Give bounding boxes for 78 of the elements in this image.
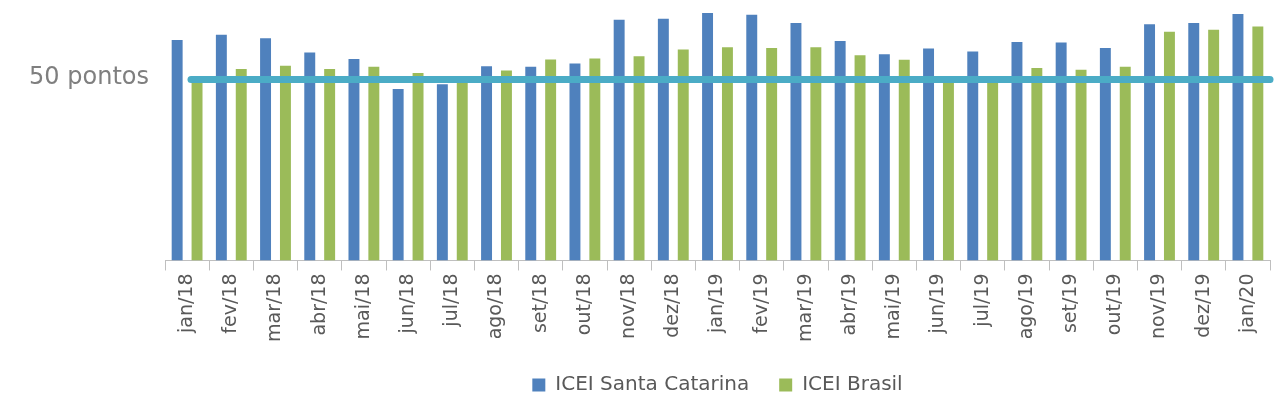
bar: [942, 80, 954, 261]
x-tick-label: fev/18: [218, 273, 241, 334]
bar: [348, 59, 360, 261]
x-tick-label: abr/19: [837, 273, 860, 336]
x-tick-label: jul/19: [969, 273, 992, 328]
bar: [456, 80, 468, 261]
bar: [525, 66, 537, 261]
bar: [1208, 29, 1220, 261]
bar: [545, 59, 557, 261]
bar: [854, 55, 866, 261]
bar: [766, 47, 778, 261]
x-tick-label: fev/19: [748, 273, 771, 334]
x-tick-label: jan/19: [704, 273, 727, 335]
bar: [1075, 69, 1087, 261]
x-tick-label: set/19: [1058, 273, 1081, 334]
bar: [481, 66, 493, 261]
bar: [810, 47, 822, 261]
bar: [1119, 66, 1131, 261]
x-tick-label: mar/18: [262, 273, 285, 343]
bar: [746, 14, 758, 261]
x-tick-label: ago/19: [1013, 273, 1036, 340]
bar: [1144, 24, 1156, 261]
x-tick-label: out/19: [1102, 273, 1125, 336]
bar: [790, 22, 802, 261]
bar: [324, 68, 336, 261]
bar: [702, 13, 714, 261]
bar: [923, 48, 935, 261]
x-tick-label: jan/20: [1234, 273, 1257, 335]
bar: [1031, 67, 1043, 261]
bar: [235, 68, 247, 261]
ref-line-label: 50 pontos: [29, 61, 149, 90]
bar: [191, 81, 203, 261]
x-tick-label: nov/19: [1146, 273, 1169, 339]
bar: [677, 49, 689, 261]
bar: [1232, 13, 1244, 261]
bar: [1011, 41, 1023, 261]
x-tick-label: mai/18: [350, 273, 373, 340]
x-tick-label: ago/18: [483, 273, 506, 340]
bar: [436, 84, 448, 261]
legend-label: ICEI Brasil: [802, 371, 903, 396]
bar: [1099, 47, 1111, 261]
bar: [569, 63, 581, 261]
bar: [613, 19, 625, 261]
bar: [368, 66, 380, 261]
bar: [260, 38, 272, 261]
bar: [987, 81, 999, 261]
bar: [633, 56, 645, 261]
bar: [171, 39, 183, 261]
bar: [1252, 26, 1264, 261]
bar: [1055, 42, 1067, 261]
x-tick-label: out/18: [571, 273, 594, 336]
x-tick-label: jun/19: [925, 273, 948, 335]
x-tick-label: jun/18: [395, 273, 418, 335]
x-tick-label: jul/18: [439, 273, 462, 328]
bar: [1188, 22, 1200, 261]
x-tick-label: dez/19: [1190, 273, 1213, 338]
bar: [215, 34, 227, 261]
x-tick-label: nov/18: [616, 273, 639, 339]
bar: [1163, 31, 1175, 261]
x-tick-label: mai/19: [881, 273, 904, 340]
bar: [500, 70, 512, 261]
bar: [898, 59, 910, 261]
bar: [589, 58, 601, 261]
x-tick-label: dez/18: [660, 273, 683, 338]
bar: [967, 51, 979, 261]
x-tick-label: jan/18: [174, 273, 197, 335]
bar: [279, 65, 291, 261]
x-tick-label: mar/19: [792, 273, 815, 343]
x-tick-label: abr/18: [306, 273, 329, 336]
bar: [412, 72, 424, 261]
bar: [304, 52, 316, 261]
bar: [878, 54, 890, 261]
bar: [657, 18, 669, 261]
bar: [721, 47, 733, 261]
bar: [392, 88, 404, 261]
legend-label: ICEI Santa Catarina: [555, 371, 750, 396]
bar: [834, 40, 846, 261]
x-tick-label: set/18: [527, 273, 550, 334]
